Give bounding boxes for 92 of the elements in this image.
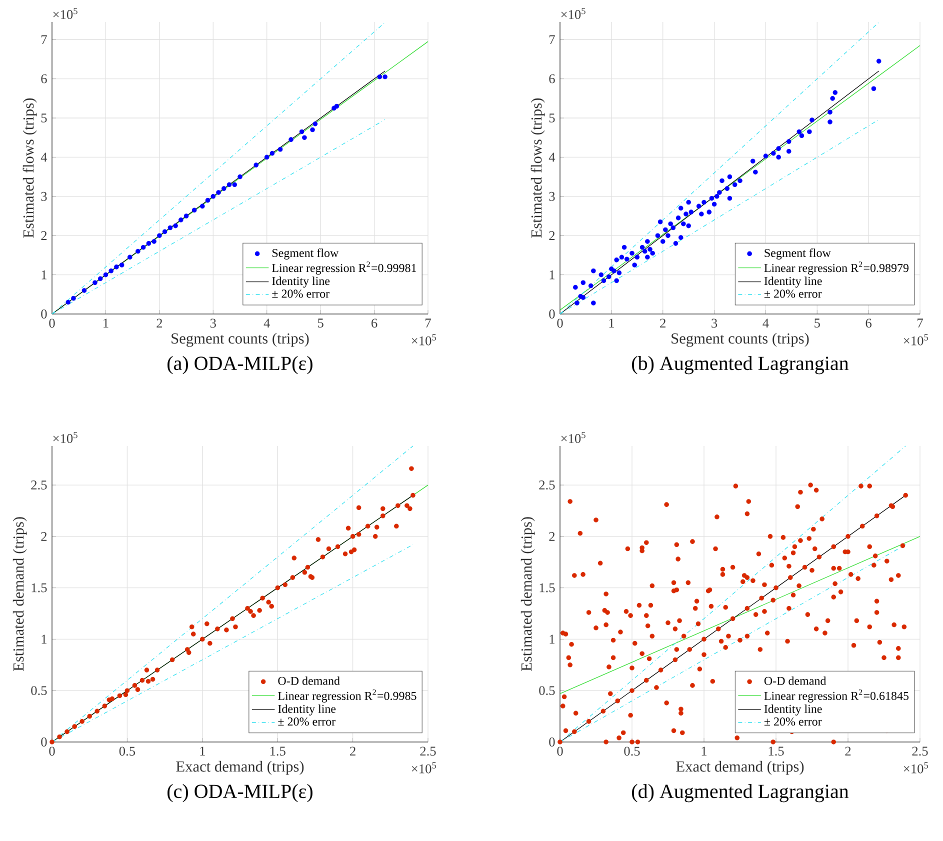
legend-label: Linear regression R$^{2}$=0.98979 [764,262,908,275]
legend-label: Identity line [278,704,336,716]
legend-label: Identity line [764,704,822,716]
legend-label: O-D demand [764,676,826,685]
x-tick-label: 4 [762,318,769,328]
text: (c) ODA-MILP(ε) [168,784,312,802]
x-tick-label: 7 [918,318,923,328]
legend-label: Identity line [272,276,330,288]
text: (d) Augmented Lagrangian [632,784,849,802]
text: (a) ODA-MILP(ε) [168,356,312,374]
y-tick-label: 5 [549,114,555,122]
y-tick-label: 3 [41,192,47,201]
x-tick-label: 3 [712,318,718,328]
x-axis-title: Exact demand (trips) [176,760,304,775]
x-tick-label: 1.5 [270,746,286,756]
x-tick-label: 2 [350,746,356,756]
legend-label: ± 20% error [764,718,822,726]
x-tick-label: 0 [557,746,563,756]
y-tick-label: 2 [549,231,555,240]
x-tick-label: 2 [845,746,851,756]
y-tick-label: 0 [41,737,47,746]
x-tick-label: 7 [426,318,431,328]
y-tick-label: 4 [40,152,48,162]
x-axis-title: Exact demand (trips) [676,760,804,775]
text: ×10$^{5}$ [53,432,78,444]
y-axis-title: Estimated flows (trips) [530,98,545,238]
text: (b) Augmented Lagrangian [632,356,849,374]
y-tick-label: 1 [550,270,555,280]
y-tick-label: 1.5 [540,583,555,592]
x-axis-title: Segment counts (trips) [172,332,309,347]
x-tick-label: 6 [866,318,872,328]
y-tick-label: 2 [549,532,555,541]
legend-label: O-D demand [278,676,340,685]
y-tick-label: 3 [549,192,555,201]
x-tick-label: 5 [814,318,820,328]
legend-label: ± 20% error [278,718,336,726]
x-tick-label: 0 [49,746,55,756]
y-tick-label: 2 [41,231,47,240]
text: ×10$^{5}$ [561,8,586,20]
y-tick-label: 7 [42,35,47,44]
y-tick-label: 6 [41,74,47,84]
x-tick-label: 1 [200,746,205,756]
y-tick-label: 0 [549,737,555,746]
text: ×10$^{5}$ [53,8,78,20]
y-tick-label: 1 [42,270,47,280]
y-tick-label: 1 [42,634,47,644]
x-tick-label: 0 [49,318,55,328]
legend-label: ± 20% error [764,290,822,298]
y-tick-label: 4 [548,152,556,162]
x-tick-label: 0 [557,318,563,328]
x-tick-label: 0.5 [624,746,640,756]
x-tick-label: 1 [702,746,707,756]
legend-label: ± 20% error [272,290,330,298]
text: ×10$^{5}$ [412,762,436,774]
y-tick-label: 1.5 [32,583,47,592]
x-axis-title: Segment counts (trips) [672,332,809,347]
y-tick-label: 0.5 [31,686,47,696]
text: ×10$^{5}$ [412,334,436,346]
x-tick-label: 1.5 [768,746,784,756]
x-tick-label: 2 [660,318,666,328]
y-tick-label: 0 [549,309,555,318]
y-tick-label: 1 [550,634,555,644]
x-tick-label: 3 [210,318,216,328]
text: ×10$^{5}$ [904,762,928,774]
legend-label: Linear regression R$^{2}$=0.9985 [278,689,416,702]
text: ×10$^{5}$ [904,334,928,346]
x-tick-label: 4 [264,318,270,328]
x-tick-label: 2.5 [912,746,928,756]
y-tick-label: 6 [549,74,555,84]
y-axis-title: Estimated flows (trips) [22,98,37,238]
text: ×10$^{5}$ [561,432,586,444]
x-tick-label: 5 [318,318,324,328]
x-tick-label: 1 [104,318,108,328]
x-tick-label: 1 [609,318,614,328]
y-axis-title: Estimated demand (trips) [520,517,535,672]
legend-label: Linear regression R$^{2}$=0.61845 [764,689,909,702]
y-tick-label: 2.5 [31,480,47,490]
x-tick-label: 6 [372,318,378,328]
x-tick-label: 2.5 [420,746,436,756]
legend-label: Identity line [764,276,822,288]
y-tick-label: 2.5 [539,480,555,490]
y-tick-label: 7 [550,35,555,44]
x-tick-label: 0.5 [119,746,136,756]
x-tick-label: 2 [156,318,162,328]
y-tick-label: 5 [41,114,47,122]
legend-label: Linear regression R$^{2}$=0.99981 [272,262,416,275]
y-tick-label: 0.5 [539,686,555,696]
y-axis-title: Estimated demand (trips) [12,517,27,672]
legend-label: Segment flow [272,248,339,260]
legend-label: Segment flow [764,248,831,260]
y-tick-label: 2 [41,532,47,541]
y-tick-label: 0 [41,309,47,318]
